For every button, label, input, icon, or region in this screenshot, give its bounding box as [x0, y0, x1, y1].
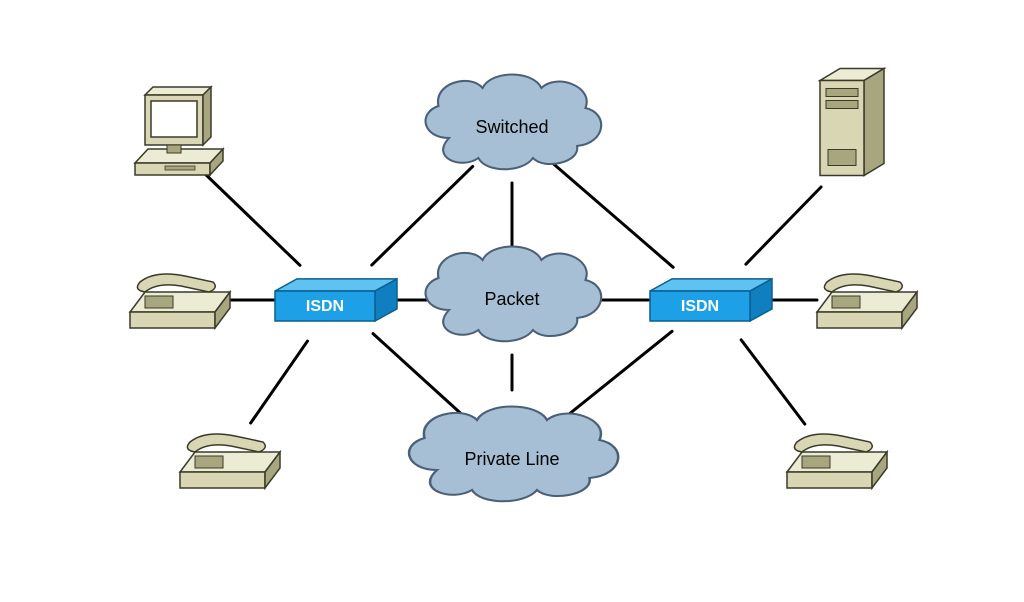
edge [567, 331, 672, 416]
edge [251, 341, 308, 423]
nodes-layer: Switched Packet Private Line ISDN ISDN [130, 69, 917, 502]
cloud-label-cloud_packet: Packet [484, 289, 539, 309]
router-label-router_left: ISDN [306, 298, 344, 315]
router-router_right: ISDN [650, 279, 772, 321]
edge [746, 187, 821, 264]
network-diagram: Switched Packet Private Line ISDN ISDN [0, 0, 1024, 602]
computer-icon [135, 87, 223, 175]
edge [204, 173, 300, 266]
server-icon [820, 69, 884, 176]
router-label-router_right: ISDN [681, 298, 719, 315]
edge [372, 166, 473, 265]
phone-icon [130, 274, 230, 328]
phone-icon [817, 274, 917, 328]
phone-icon [787, 434, 887, 488]
router-router_left: ISDN [275, 279, 397, 321]
cloud-label-cloud_switched: Switched [475, 117, 548, 137]
cloud-label-cloud_private: Private Line [464, 449, 559, 469]
edge [373, 334, 460, 413]
edge [554, 164, 674, 267]
phone-icon [180, 434, 280, 488]
edge [741, 340, 805, 424]
